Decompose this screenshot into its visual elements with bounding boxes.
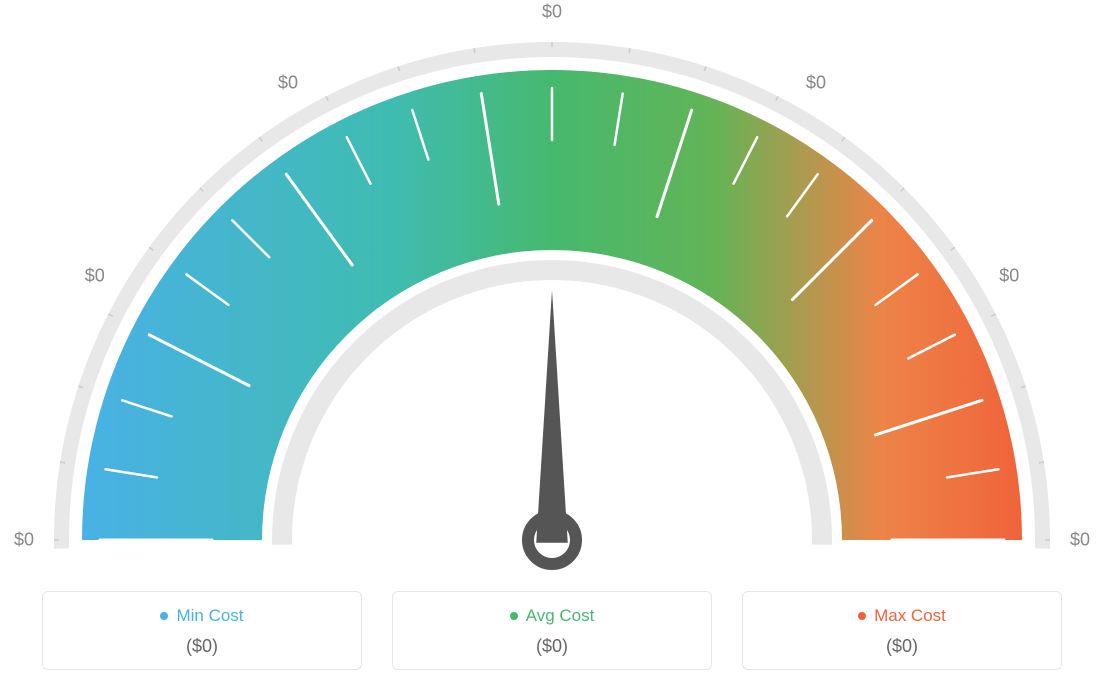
legend-dot-avg bbox=[510, 612, 518, 620]
legend-value-avg: ($0) bbox=[403, 636, 701, 657]
legend-title-min: Min Cost bbox=[160, 606, 243, 626]
legend-row: Min Cost ($0) Avg Cost ($0) Max Cost ($0… bbox=[0, 591, 1104, 670]
legend-dot-min bbox=[160, 612, 168, 620]
gauge-axis-label: $0 bbox=[1070, 530, 1090, 551]
legend-title-max: Max Cost bbox=[858, 606, 946, 626]
legend-card-max: Max Cost ($0) bbox=[742, 591, 1062, 670]
legend-dot-max bbox=[858, 612, 866, 620]
legend-card-avg: Avg Cost ($0) bbox=[392, 591, 712, 670]
gauge-axis-label: $0 bbox=[542, 2, 562, 23]
gauge-axis-label: $0 bbox=[278, 72, 298, 93]
legend-card-min: Min Cost ($0) bbox=[42, 591, 362, 670]
legend-label-max: Max Cost bbox=[874, 606, 946, 626]
legend-value-max: ($0) bbox=[753, 636, 1051, 657]
gauge-svg bbox=[0, 10, 1104, 570]
gauge-axis-label: $0 bbox=[14, 530, 34, 551]
gauge-axis-label: $0 bbox=[999, 266, 1019, 287]
legend-label-min: Min Cost bbox=[176, 606, 243, 626]
legend-title-avg: Avg Cost bbox=[510, 606, 595, 626]
gauge-axis-label: $0 bbox=[85, 266, 105, 287]
gauge-axis-label: $0 bbox=[806, 72, 826, 93]
legend-value-min: ($0) bbox=[53, 636, 351, 657]
gauge-chart: $0 $0 $0 $0 $0 $0 $0 bbox=[0, 0, 1104, 560]
legend-label-avg: Avg Cost bbox=[526, 606, 595, 626]
